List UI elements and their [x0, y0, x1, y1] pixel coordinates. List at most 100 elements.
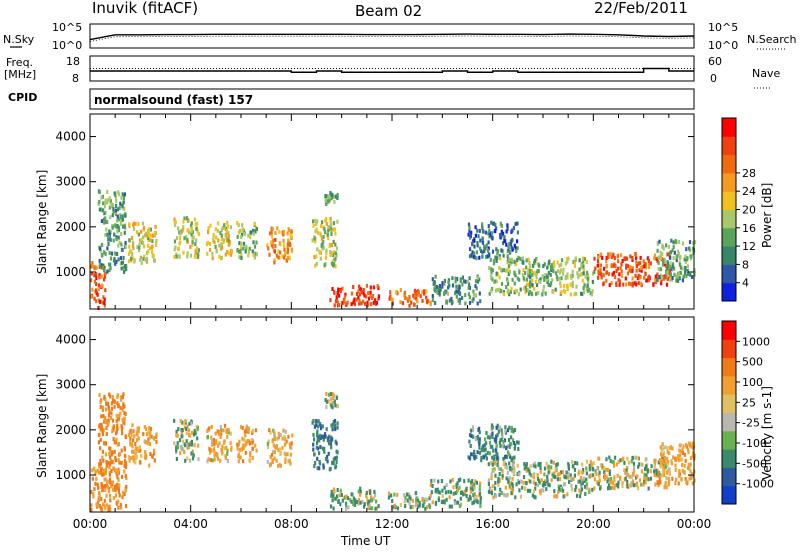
- heatmap-cell: [149, 246, 152, 251]
- heatmap-cell: [219, 425, 222, 429]
- heatmap-cell: [115, 203, 118, 208]
- heatmap-cell: [123, 492, 126, 497]
- heatmap-cell: [115, 223, 118, 228]
- heatmap-cell: [490, 472, 493, 477]
- heatmap-cell: [625, 282, 628, 287]
- heatmap-cell: [185, 431, 188, 436]
- heatmap-cell: [333, 424, 336, 428]
- heatmap-cell: [97, 470, 101, 475]
- heatmap-cell: [112, 460, 115, 465]
- colorbar-tick-label: 8: [742, 258, 749, 271]
- heatmap-cell: [282, 238, 285, 243]
- heatmap-cell: [577, 479, 580, 484]
- heatmap-cell: [253, 221, 256, 226]
- heatmap-cell: [327, 399, 330, 404]
- heatmap-cell: [173, 418, 176, 423]
- heatmap-cell: [142, 256, 145, 261]
- heatmap-cell: [471, 241, 474, 246]
- heatmap-cell: [210, 424, 213, 429]
- heatmap-cell: [660, 448, 663, 453]
- heatmap-cell: [554, 475, 557, 480]
- heatmap-cell: [103, 250, 106, 255]
- heatmap-cell: [625, 256, 629, 261]
- heatmap-cell: [546, 265, 549, 270]
- heatmap-cell: [336, 488, 339, 492]
- heatmap-cell: [282, 229, 285, 234]
- heatmap-cell: [350, 291, 353, 296]
- heatmap-cell: [440, 479, 443, 483]
- heatmap-cell: [275, 253, 278, 258]
- heatmap-cell: [314, 461, 317, 465]
- heatmap-cell: [111, 395, 115, 400]
- heatmap-cell: [279, 242, 282, 247]
- heatmap-cell: [117, 413, 121, 418]
- heatmap-cell: [336, 196, 339, 200]
- heatmap-cell: [610, 263, 613, 268]
- heatmap-cell: [100, 283, 103, 288]
- heatmap-cell: [190, 226, 193, 231]
- heatmap-cell: [456, 488, 460, 492]
- heatmap-cell: [546, 274, 549, 279]
- heatmap-cell: [104, 471, 107, 476]
- heatmap-cell: [475, 286, 478, 291]
- heatmap-cell: [209, 223, 212, 228]
- heatmap-cell: [496, 251, 499, 256]
- heatmap-cell: [336, 291, 340, 296]
- heatmap-cell: [510, 239, 513, 244]
- heatmap-cell: [552, 474, 555, 479]
- heatmap-cell: [611, 272, 614, 277]
- heatmap-cell: [580, 291, 583, 296]
- heatmap-cell: [408, 297, 411, 302]
- heatmap-cell: [458, 291, 461, 296]
- heatmap-cell: [510, 442, 513, 447]
- heatmap-cell: [268, 252, 271, 257]
- noise-panel-frame: [89, 23, 695, 49]
- heatmap-cell: [626, 466, 629, 470]
- heatmap-cell: [251, 440, 254, 445]
- heatmap-cell: [93, 487, 96, 492]
- heatmap-cell: [660, 473, 664, 478]
- heatmap-cell: [331, 400, 334, 405]
- heatmap-cell: [332, 227, 335, 232]
- heatmap-cell: [229, 441, 232, 446]
- heatmap-cell: [642, 482, 645, 487]
- heatmap-cell: [393, 492, 396, 497]
- heatmap-cell: [592, 473, 595, 478]
- heatmap-cell: [659, 256, 663, 261]
- heatmap-cell: [464, 301, 467, 306]
- heatmap-cell: [437, 489, 440, 494]
- heatmap-cell: [116, 252, 119, 256]
- heatmap-cell: [222, 238, 225, 243]
- heatmap-cell: [513, 446, 516, 451]
- heatmap-cell: [573, 261, 576, 265]
- heatmap-cell: [559, 268, 562, 273]
- heatmap-cell: [455, 284, 458, 289]
- heatmap-cell: [327, 225, 330, 230]
- heatmap-cell: [181, 428, 184, 433]
- heatmap-cell: [121, 418, 124, 422]
- heatmap-cell: [108, 250, 111, 255]
- heatmap-cell: [472, 434, 475, 439]
- heatmap-cell: [668, 271, 671, 276]
- heatmap-cell: [188, 433, 191, 438]
- heatmap-cell: [495, 259, 498, 263]
- heatmap-cell: [90, 503, 93, 508]
- heatmap-cell: [556, 462, 559, 467]
- heatmap-cell: [506, 268, 509, 272]
- heatmap-cell: [333, 303, 336, 308]
- heatmap-cell: [599, 263, 602, 268]
- heatmap-cell: [530, 473, 533, 478]
- heatmap-cell: [465, 488, 468, 493]
- heatmap-cell: [328, 392, 331, 397]
- colorbar-tick-label: 24: [742, 185, 756, 198]
- heatmap-cell: [587, 281, 590, 286]
- heatmap-cell: [110, 251, 114, 256]
- heatmap-cell: [620, 262, 623, 267]
- heatmap-cell: [670, 445, 673, 450]
- heatmap-cell: [134, 460, 137, 465]
- heatmap-cell: [554, 287, 557, 292]
- heatmap-cell: [569, 473, 572, 478]
- heatmap-cell: [415, 296, 418, 301]
- heatmap-cell: [322, 239, 325, 244]
- heatmap-cell: [617, 459, 620, 464]
